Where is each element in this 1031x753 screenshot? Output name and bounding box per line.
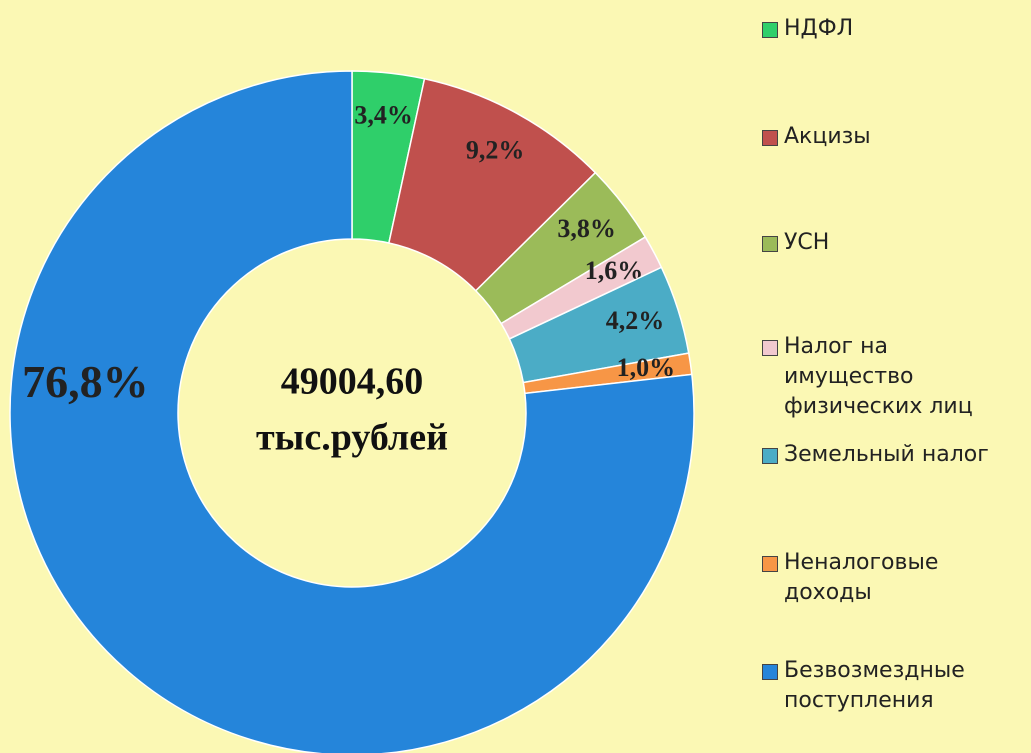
legend-swatch [762, 556, 778, 572]
data-label: 4,2% [606, 306, 665, 335]
legend-swatch [762, 130, 778, 146]
legend-item: Налог на имущество физических лиц [762, 332, 1024, 422]
chart: 3,4%9,2%3,8%1,6%4,2%1,0%76,8% 49004,60тыс… [9, 70, 695, 753]
legend-item: НДФЛ [762, 14, 1024, 44]
center-text: тыс.рублей [256, 417, 448, 459]
legend-swatch [762, 448, 778, 464]
legend-label: Неналоговые доходы [784, 550, 939, 605]
legend-label: НДФЛ [784, 16, 854, 41]
legend-item: Неналоговые доходы [762, 548, 1024, 608]
data-label: 3,8% [557, 214, 616, 243]
data-label: 3,4% [354, 101, 413, 130]
center-text: 49004,60 [281, 361, 424, 403]
donut-slice [9, 70, 695, 753]
legend-item: Безвозмездные поступления [762, 656, 1024, 716]
legend-label: УСН [784, 230, 830, 255]
legend-label: Акцизы [784, 124, 871, 149]
legend-label: Налог на имущество физических лиц [784, 334, 973, 419]
legend-item: УСН [762, 228, 1024, 258]
legend-swatch [762, 236, 778, 252]
legend-label: Безвозмездные поступления [784, 658, 965, 713]
legend-label: Земельный налог [784, 442, 989, 467]
legend-swatch [762, 664, 778, 680]
legend-swatch [762, 22, 778, 38]
legend-item: Земельный налог [762, 440, 1024, 470]
legend-item: Акцизы [762, 122, 1024, 152]
data-label: 76,8% [22, 356, 149, 407]
data-label: 9,2% [466, 136, 525, 165]
legend-swatch [762, 340, 778, 356]
